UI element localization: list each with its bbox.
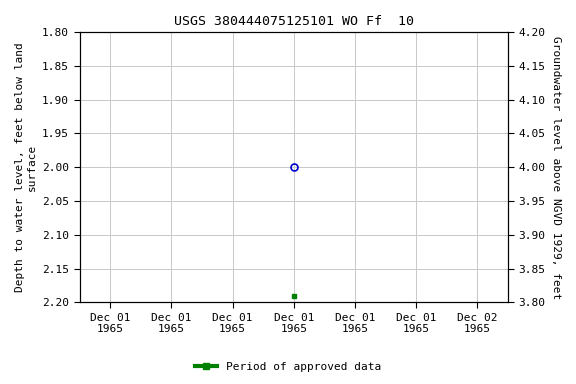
Legend: Period of approved data: Period of approved data (191, 358, 385, 377)
Y-axis label: Depth to water level, feet below land
surface: Depth to water level, feet below land su… (15, 42, 37, 292)
Y-axis label: Groundwater level above NGVD 1929, feet: Groundwater level above NGVD 1929, feet (551, 36, 561, 299)
Title: USGS 380444075125101 WO Ff  10: USGS 380444075125101 WO Ff 10 (174, 15, 414, 28)
